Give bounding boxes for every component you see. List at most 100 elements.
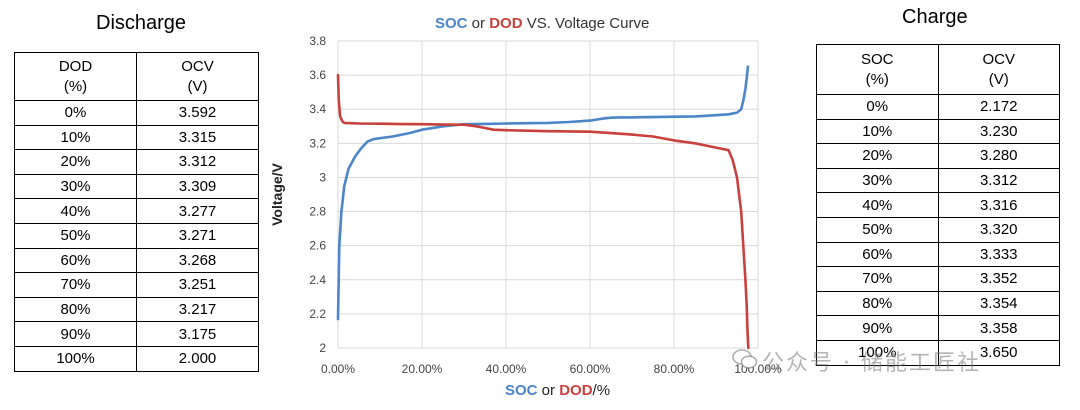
table-row: 20% 3.312 xyxy=(14,149,259,175)
table-row: 80% 3.217 xyxy=(14,296,259,323)
table-row: 50% 3.271 xyxy=(14,222,259,249)
percent-cell: 30% xyxy=(816,167,939,194)
chart-title-part: VS. Voltage Curve xyxy=(523,15,650,32)
discharge-title: Discharge xyxy=(96,12,187,34)
table-row: 30% 3.312 xyxy=(816,167,1060,194)
ocv-cell: 3.592 xyxy=(136,100,259,126)
table-row: 60% 3.333 xyxy=(816,241,1060,268)
ocv-cell: 3.280 xyxy=(937,143,1060,169)
percent-cell: 90% xyxy=(816,315,939,341)
y-tick-label: 3.6 xyxy=(309,68,326,82)
x-axis-label-part: /% xyxy=(593,382,611,399)
percent-cell: 80% xyxy=(816,290,939,317)
ocv-cell: 3.217 xyxy=(136,296,259,323)
column-header-percent: SOC (%) xyxy=(816,44,939,95)
ocv-cell: 3.352 xyxy=(937,266,1060,292)
ocv-cell: 3.354 xyxy=(937,290,1060,317)
y-tick-label: 2.2 xyxy=(309,307,326,321)
table-header-row: SOC (%) OCV (V) xyxy=(816,44,1060,95)
table-row: 100% 2.000 xyxy=(14,345,259,372)
y-tick-label: 3.8 xyxy=(309,34,326,48)
column-header-percent: DOD (%) xyxy=(14,52,137,101)
percent-cell: 100% xyxy=(816,339,939,366)
table-row: 90% 3.358 xyxy=(816,315,1060,341)
ocv-cell: 3.251 xyxy=(136,272,259,298)
percent-cell: 40% xyxy=(14,198,137,224)
percent-cell: 0% xyxy=(816,94,939,120)
charge-table: SOC (%) OCV (V) 0% 2.172 10% 3.230 20% 3.280 30% 3.… xyxy=(816,44,1060,366)
table-row: 10% 3.230 xyxy=(816,118,1060,145)
table-header-row: DOD (%) OCV (V) xyxy=(14,52,259,101)
table-row: 10% 3.315 xyxy=(14,124,259,151)
x-tick-label: 60.00% xyxy=(570,362,611,376)
chart-title: SOC or DOD VS. Voltage Curve xyxy=(435,15,649,32)
ocv-cell: 3.312 xyxy=(136,149,259,175)
percent-cell: 20% xyxy=(14,149,137,175)
x-tick-label: 0.00% xyxy=(321,362,355,376)
table-row: 70% 3.352 xyxy=(816,266,1060,292)
table-row: 0% 3.592 xyxy=(14,100,259,126)
chart-title-part: DOD xyxy=(489,15,523,32)
y-tick-label: 2.4 xyxy=(309,273,326,287)
ocv-cell: 3.320 xyxy=(937,216,1060,243)
ocv-cell: 3.277 xyxy=(136,198,259,224)
percent-cell: 70% xyxy=(14,272,137,298)
ocv-cell: 3.175 xyxy=(136,321,259,347)
table-row: 40% 3.277 xyxy=(14,198,259,224)
ocv-cell: 3.312 xyxy=(937,167,1060,194)
percent-cell: 80% xyxy=(14,296,137,323)
x-axis-label-part: SOC xyxy=(505,382,538,399)
dod-discharge-curve xyxy=(336,73,750,350)
ocv-cell: 3.316 xyxy=(937,192,1060,218)
column-header-ocv: OCV (V) xyxy=(136,52,259,101)
percent-cell: 20% xyxy=(816,143,939,169)
percent-cell: 90% xyxy=(14,321,137,347)
chart-title-part: SOC xyxy=(435,15,468,32)
ocv-cell: 3.315 xyxy=(136,124,259,151)
charge-title: Charge xyxy=(902,6,968,28)
soc-dod-voltage-chart: SOC or DOD VS. Voltage Curve 2 2.2 2.4 2.6 2.… xyxy=(269,15,782,399)
soc-charge-curve xyxy=(336,65,750,321)
table-row: 100% 3.650 xyxy=(816,339,1060,366)
table-row: 70% 3.251 xyxy=(14,272,259,298)
wechat-icon xyxy=(732,349,758,369)
y-tick-label: 3.2 xyxy=(309,136,326,150)
table-row: 90% 3.175 xyxy=(14,321,259,347)
ocv-cell: 3.358 xyxy=(937,315,1060,341)
percent-cell: 10% xyxy=(14,124,137,151)
watermark-text: 公众号 · 储能工匠社 xyxy=(762,351,981,376)
table-row: 60% 3.268 xyxy=(14,247,259,274)
table-row: 20% 3.280 xyxy=(816,143,1060,169)
ocv-cell: 3.650 xyxy=(937,339,1060,366)
percent-cell: 30% xyxy=(14,173,137,200)
x-axis-label-part: or xyxy=(538,382,560,399)
table-row: 30% 3.309 xyxy=(14,173,259,200)
y-axis-label: Voltage/V xyxy=(269,162,285,225)
percent-cell: 60% xyxy=(816,241,939,268)
percent-cell: 70% xyxy=(816,266,939,292)
x-tick-label: 20.00% xyxy=(402,362,443,376)
x-tick-label: 80.00% xyxy=(654,362,695,376)
percent-cell: 40% xyxy=(816,192,939,218)
percent-cell: 60% xyxy=(14,247,137,274)
table-row: 40% 3.316 xyxy=(816,192,1060,218)
percent-cell: 0% xyxy=(14,100,137,126)
ocv-cell: 3.333 xyxy=(937,241,1060,268)
y-tick-label: 2.6 xyxy=(309,239,326,253)
table-row: 50% 3.320 xyxy=(816,216,1060,243)
ocv-cell: 3.230 xyxy=(937,118,1060,145)
percent-cell: 50% xyxy=(14,222,137,249)
chart-title-part: or xyxy=(468,15,490,32)
ocv-cell: 3.309 xyxy=(136,173,259,200)
discharge-table: DOD (%) OCV (V) 0% 3.592 10% 3.315 20% 3.312 30% 3.… xyxy=(14,52,259,372)
x-axis-label-part: DOD xyxy=(559,382,593,399)
percent-cell: 10% xyxy=(816,118,939,145)
table-row: 80% 3.354 xyxy=(816,290,1060,317)
ocv-cell: 2.172 xyxy=(937,94,1060,120)
x-axis-label: SOC or DOD/% xyxy=(505,382,610,399)
ocv-cell: 2.000 xyxy=(136,345,259,372)
percent-cell: 100% xyxy=(14,345,137,372)
ocv-cell: 3.271 xyxy=(136,222,259,249)
y-tick-label: 3.4 xyxy=(309,102,326,116)
ocv-cell: 3.268 xyxy=(136,247,259,274)
